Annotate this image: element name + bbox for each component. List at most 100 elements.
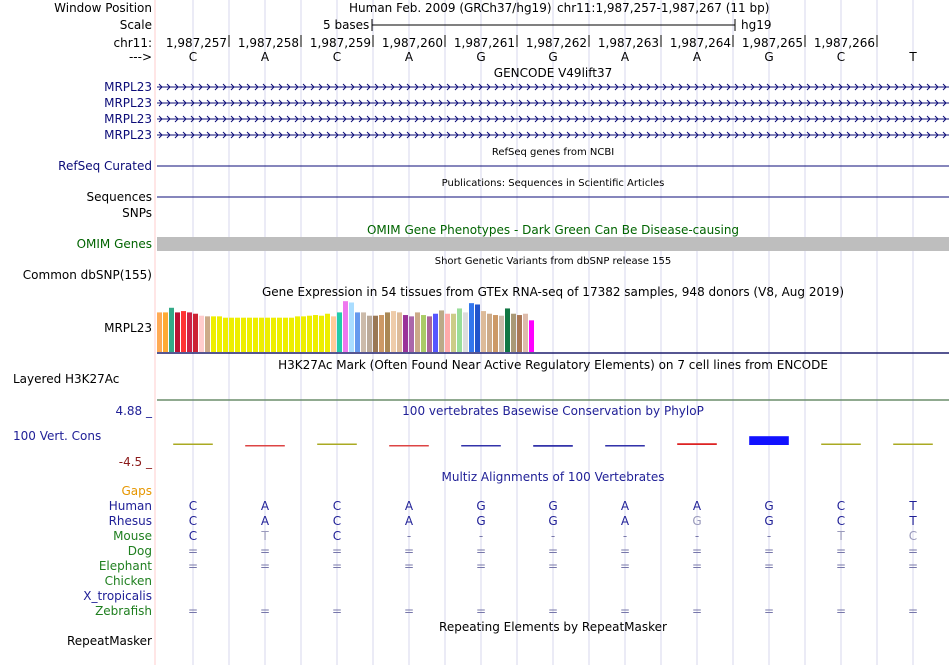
gtex-bar[interactable] — [211, 316, 216, 352]
gtex-bar[interactable] — [331, 316, 336, 352]
gtex-bar[interactable] — [181, 311, 186, 352]
gtex-bar[interactable] — [223, 317, 228, 352]
gtex-bar[interactable] — [205, 316, 210, 352]
gtex-bar[interactable] — [427, 316, 432, 352]
gtex-bar[interactable] — [313, 315, 318, 352]
gtex-bar[interactable] — [523, 313, 528, 352]
phylop-glyph[interactable] — [821, 443, 861, 446]
phylop-glyph[interactable] — [677, 443, 717, 445]
gtex-bar[interactable] — [439, 310, 444, 352]
gtex-bar[interactable] — [229, 317, 234, 352]
gtex-bar[interactable] — [379, 315, 384, 352]
gtex-bar[interactable] — [511, 313, 516, 352]
gtex-bar[interactable] — [493, 315, 498, 352]
label-layered-h3k27ac[interactable]: Layered H3K27Ac — [13, 372, 120, 386]
gtex-bar[interactable] — [373, 315, 378, 352]
gtex-bar[interactable] — [271, 317, 276, 352]
gtex-bar[interactable] — [169, 307, 174, 352]
title-h3k27ac[interactable]: H3K27Ac Mark (Often Found Near Active Re… — [278, 358, 828, 372]
label-mrpl23-1[interactable]: MRPL23 — [104, 80, 152, 94]
title-omim[interactable]: OMIM Gene Phenotypes - Dark Green Can Be… — [366, 223, 740, 237]
gtex-bar[interactable] — [241, 317, 246, 352]
title-phylop[interactable]: 100 vertebrates Basewise Conservation by… — [402, 404, 704, 418]
label-common-dbsnp[interactable]: Common dbSNP(155) — [22, 268, 152, 282]
gtex-bar[interactable] — [391, 311, 396, 352]
gtex-bar[interactable] — [361, 312, 366, 352]
gencode-gene-lines[interactable] — [157, 83, 949, 139]
gtex-bar[interactable] — [199, 315, 204, 352]
phylop-glyph[interactable] — [245, 445, 285, 447]
gtex-bar[interactable] — [157, 312, 162, 352]
title-dbsnp[interactable]: Short Genetic Variants from dbSNP releas… — [434, 256, 672, 267]
gtex-bar[interactable] — [301, 316, 306, 352]
phylop-glyph[interactable] — [173, 443, 213, 446]
phylop-glyph[interactable] — [461, 445, 501, 447]
gtex-bar[interactable] — [283, 317, 288, 352]
label-mrpl23-4[interactable]: MRPL23 — [104, 128, 152, 142]
gtex-bar[interactable] — [265, 317, 270, 352]
phylop-glyph[interactable] — [893, 443, 933, 446]
species-label-dog[interactable]: Dog — [127, 544, 152, 558]
gtex-bar[interactable] — [451, 313, 456, 352]
title-publications[interactable]: Publications: Sequences in Scientific Ar… — [441, 178, 665, 189]
phylop-glyph[interactable] — [389, 445, 429, 447]
species-label-human[interactable]: Human — [108, 499, 152, 513]
title-refseq[interactable]: RefSeq genes from NCBI — [491, 147, 615, 158]
species-label-elephant[interactable]: Elephant — [98, 559, 152, 573]
gtex-bar[interactable] — [253, 317, 258, 352]
gtex-bar[interactable] — [529, 320, 534, 352]
gtex-bar[interactable] — [163, 312, 168, 352]
phylop-glyph[interactable] — [317, 443, 357, 446]
gtex-bar[interactable] — [445, 313, 450, 352]
gtex-bar[interactable] — [187, 312, 192, 352]
gtex-bar[interactable] — [277, 317, 282, 352]
gtex-bar[interactable] — [385, 312, 390, 352]
gtex-bar[interactable] — [409, 316, 414, 352]
label-omim-genes[interactable]: OMIM Genes — [76, 237, 152, 251]
gtex-bar[interactable] — [175, 312, 180, 352]
phylop-glyph[interactable] — [605, 445, 645, 447]
gtex-bar[interactable] — [397, 312, 402, 352]
omim-bar[interactable] — [157, 237, 949, 251]
phylop-glyph[interactable] — [749, 436, 789, 445]
gtex-bar[interactable] — [433, 313, 438, 352]
gtex-bar[interactable] — [463, 312, 468, 352]
species-label-rhesus[interactable]: Rhesus — [108, 514, 152, 528]
phylop-glyph[interactable] — [533, 445, 573, 447]
gtex-bar[interactable] — [343, 301, 348, 352]
label-sequences[interactable]: Sequences — [86, 190, 152, 204]
label-100-vert-cons[interactable]: 100 Vert. Cons — [13, 429, 102, 443]
title-gencode[interactable]: GENCODE V49lift37 — [493, 66, 613, 80]
gtex-bar[interactable] — [403, 315, 408, 352]
gtex-bar[interactable] — [415, 312, 420, 352]
gtex-bar[interactable] — [325, 313, 330, 352]
gtex-bar[interactable] — [337, 312, 342, 352]
label-snps[interactable]: SNPs — [122, 206, 152, 220]
gtex-bar[interactable] — [289, 317, 294, 352]
title-multiz[interactable]: Multiz Alignments of 100 Vertebrates — [441, 470, 665, 484]
species-label-mouse[interactable]: Mouse — [113, 529, 152, 543]
gtex-bar[interactable] — [469, 303, 474, 352]
species-label-chicken[interactable]: Chicken — [104, 574, 152, 588]
label-mrpl23-2[interactable]: MRPL23 — [104, 96, 152, 110]
gtex-bar[interactable] — [475, 304, 480, 352]
species-label-zebrafish[interactable]: Zebrafish — [95, 604, 152, 618]
gtex-bar[interactable] — [193, 313, 198, 352]
gtex-bar[interactable] — [481, 311, 486, 352]
label-gtex-mrpl23[interactable]: MRPL23 — [104, 321, 152, 335]
gtex-bars[interactable] — [157, 301, 534, 352]
gtex-bar[interactable] — [457, 308, 462, 352]
title-gtex[interactable]: Gene Expression in 54 tissues from GTEx … — [261, 285, 845, 299]
gtex-bar[interactable] — [235, 317, 240, 352]
phylop-glyphs[interactable] — [173, 436, 933, 447]
gtex-bar[interactable] — [487, 313, 492, 352]
gtex-bar[interactable] — [295, 316, 300, 352]
label-repeatmasker[interactable]: RepeatMasker — [66, 634, 152, 648]
title-repeatmasker[interactable]: Repeating Elements by RepeatMasker — [439, 620, 667, 634]
gtex-bar[interactable] — [259, 317, 264, 352]
label-mrpl23-3[interactable]: MRPL23 — [104, 112, 152, 126]
gtex-bar[interactable] — [217, 316, 222, 352]
gtex-bar[interactable] — [319, 315, 324, 352]
species-label-x_tropicalis[interactable]: X_tropicalis — [83, 589, 152, 603]
